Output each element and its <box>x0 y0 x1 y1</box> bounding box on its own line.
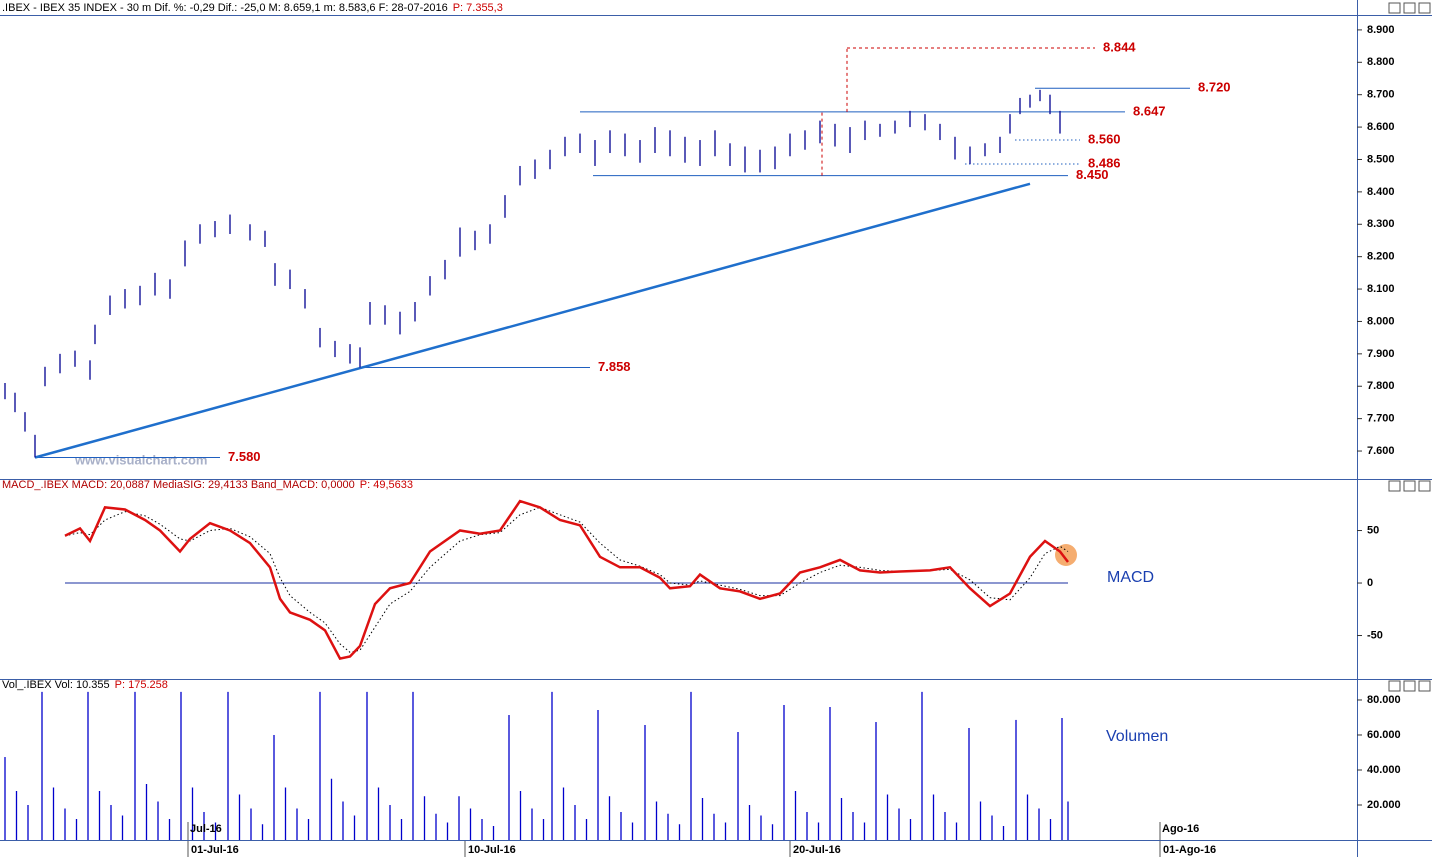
header-text: Vol_.IBEX Vol: 10.355 <box>2 679 110 691</box>
trend-line <box>34 182 1031 459</box>
x-tick-label: 01-Ago-16 <box>1163 844 1216 856</box>
y-tick-label: 20.000 <box>1367 799 1401 811</box>
y-tick-label: 8.800 <box>1367 56 1395 68</box>
header-text: .IBEX - IBEX 35 INDEX - 30 m Dif. %: -0,… <box>2 2 448 14</box>
panel-header: Vol_.IBEX Vol: 10.355 P: 175.258 <box>2 679 168 691</box>
y-tick-label: 7.600 <box>1367 445 1395 457</box>
y-tick-label: 7.800 <box>1367 380 1395 392</box>
y-tick-label: -50 <box>1367 629 1383 641</box>
header-price: P: 175.258 <box>115 679 168 691</box>
y-tick-label: 8.300 <box>1367 218 1395 230</box>
button[interactable] <box>1418 480 1431 492</box>
header-price: P: 49,5633 <box>360 479 413 491</box>
y-tick-label: 40.000 <box>1367 764 1401 776</box>
y-tick-label: 8.200 <box>1367 251 1395 263</box>
button[interactable] <box>1418 2 1431 14</box>
panel-label: MACD <box>1107 569 1154 586</box>
window-buttons <box>1388 2 1431 692</box>
y-tick-label: 8.700 <box>1367 89 1395 101</box>
y-tick-label: 0 <box>1367 577 1373 589</box>
y-tick-label: 7.700 <box>1367 413 1395 425</box>
level-label: 7.858 <box>598 359 631 374</box>
x-tick-label: 01-Jul-16 <box>191 844 239 856</box>
level-label: 8.720 <box>1198 80 1231 95</box>
header-text: MACD_.IBEX MACD: 20,0887 MediaSIG: 29,41… <box>2 479 355 491</box>
y-tick-label: 8.900 <box>1367 24 1395 36</box>
button[interactable] <box>1388 680 1401 692</box>
month-tick-label: Jul-16 <box>190 823 222 835</box>
button[interactable] <box>1403 680 1416 692</box>
y-tick-label: 50 <box>1367 524 1379 536</box>
macd-line <box>64 499 1069 661</box>
button[interactable] <box>1418 680 1431 692</box>
button[interactable] <box>1388 2 1401 14</box>
x-tick-label: 20-Jul-16 <box>793 844 841 856</box>
y-tick-label: 60.000 <box>1367 729 1401 741</box>
panel-header: MACD_.IBEX MACD: 20,0887 MediaSIG: 29,41… <box>2 479 413 491</box>
level-label: 8.486 <box>1088 155 1121 170</box>
level-label: 8.647 <box>1133 103 1166 118</box>
button[interactable] <box>1388 480 1401 492</box>
y-tick-label: 8.600 <box>1367 121 1395 133</box>
level-label: 8.560 <box>1088 131 1121 146</box>
y-tick-label: 7.900 <box>1367 348 1395 360</box>
watermark: www.visualchart.com <box>74 452 207 467</box>
header-price: P: 7.355,3 <box>453 2 503 14</box>
month-tick-label: Ago-16 <box>1162 823 1199 835</box>
panel-header: .IBEX - IBEX 35 INDEX - 30 m Dif. %: -0,… <box>2 2 503 14</box>
y-tick-label: 80.000 <box>1367 694 1401 706</box>
level-label: 7.580 <box>228 449 261 464</box>
y-tick-label: 8.100 <box>1367 283 1395 295</box>
y-tick-label: 8.400 <box>1367 186 1395 198</box>
y-tick-label: 8.000 <box>1367 315 1395 327</box>
panel-label: Volumen <box>1106 728 1168 745</box>
button[interactable] <box>1403 2 1416 14</box>
highlight <box>1055 544 1077 566</box>
button[interactable] <box>1403 480 1416 492</box>
level-label: 8.450 <box>1076 167 1109 182</box>
x-tick-label: 10-Jul-16 <box>468 844 516 856</box>
y-tick-label: 8.500 <box>1367 153 1395 165</box>
level-label: 8.844 <box>1103 39 1136 54</box>
